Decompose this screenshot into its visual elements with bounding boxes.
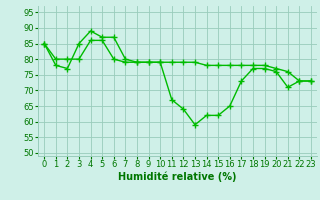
- X-axis label: Humidité relative (%): Humidité relative (%): [118, 172, 237, 182]
